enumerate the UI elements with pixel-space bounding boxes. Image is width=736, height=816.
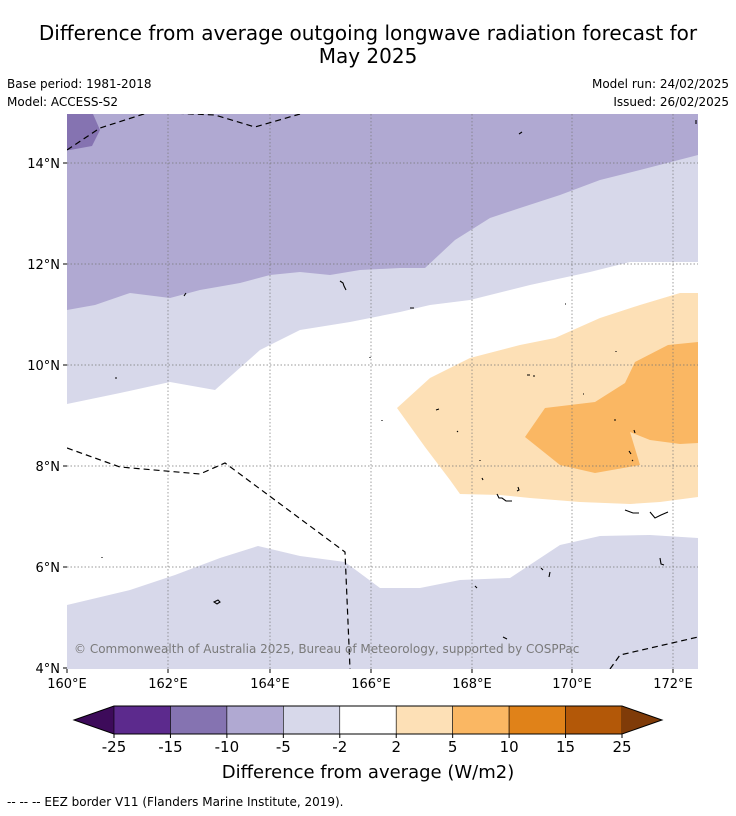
colorbar-tick-label: 15	[556, 738, 575, 756]
olr-band-purple-corner	[67, 114, 100, 150]
issued-date: Issued: 26/02/2025	[613, 95, 729, 109]
lat-label-14n: 14°N	[27, 157, 60, 172]
eez-footnote: -- -- -- EEZ border V11 (Flanders Marine…	[7, 795, 344, 809]
lat-label-4n: 4°N	[36, 662, 61, 677]
lon-label-166e: 166°E	[351, 677, 391, 692]
lat-label-12n: 12°N	[27, 258, 60, 273]
colorbar: -25 -15 -10 -5 -2 2 5 10 15 25 Difference from av…	[72, 705, 664, 783]
lat-label-6n: 6°N	[36, 561, 61, 576]
copyright-text: © Commonwealth of Australia 2025, Bureau…	[74, 642, 579, 656]
olr-anomaly-orange	[525, 342, 698, 473]
lon-label-162e: 162°E	[148, 677, 188, 692]
colorbar-bin	[113, 705, 171, 735]
model-run: Model run: 24/02/2025	[591, 77, 729, 91]
olr-band-light-lavender-south	[67, 535, 698, 669]
colorbar-tick-label: -2	[332, 738, 347, 756]
graticule	[67, 114, 698, 669]
lon-label-168e: 168°E	[452, 677, 492, 692]
lon-label-164e: 164°E	[250, 677, 290, 692]
colorbar-ticks: -25 -15 -10 -5 -2 2 5 10 15 25	[102, 734, 632, 756]
colorbar-tick-label: 10	[500, 738, 519, 756]
title-line-1: Difference from average outgoing longwav…	[38, 21, 698, 45]
colorbar-min-arrow	[74, 706, 114, 734]
colorbar-tick-label: -15	[158, 738, 183, 756]
colorbar-tick-label: -25	[102, 738, 127, 756]
islands	[101, 120, 697, 640]
colorbar-tick-label: 5	[448, 738, 458, 756]
colorbar-bin	[226, 705, 284, 735]
colorbar-bins	[113, 705, 623, 735]
lon-label-170e: 170°E	[552, 677, 592, 692]
lat-label-10n: 10°N	[27, 359, 60, 374]
colorbar-tick-label: -10	[215, 738, 240, 756]
colorbar-title: Difference from average (W/m2)	[222, 762, 514, 783]
lon-label-172e: 172°E	[653, 677, 693, 692]
base-period: Base period: 1981-2018	[7, 77, 152, 91]
colorbar-bin	[452, 705, 510, 735]
longitude-axis: 160°E 162°E 164°E 166°E 168°E 170°E 172°…	[47, 669, 693, 692]
colorbar-bin	[508, 705, 566, 735]
model-name: Model: ACCESS-S2	[7, 95, 119, 109]
meta-right: Model run: 24/02/2025 Issued: 26/02/2025	[592, 75, 729, 111]
colorbar-tick-label: 2	[391, 738, 401, 756]
colorbar-bin	[170, 705, 228, 735]
meta-left: Base period: 1981-2018 Model: ACCESS-S2	[7, 75, 152, 111]
colorbar-bin	[395, 705, 453, 735]
colorbar-tick-label: -5	[276, 738, 291, 756]
colorbar-bin	[565, 705, 623, 735]
lon-label-160e: 160°E	[47, 677, 87, 692]
colorbar-bin	[339, 705, 397, 735]
eez-borders	[67, 114, 698, 669]
lat-label-8n: 8°N	[36, 460, 61, 475]
colorbar-tick-label: 25	[612, 738, 631, 756]
title-line-2: May 2025	[318, 44, 418, 68]
colorbar-max-arrow	[622, 706, 662, 734]
latitude-axis: 14°N 12°N 10°N 8°N 6°N 4°N	[27, 157, 67, 677]
map-plot-area: © Commonwealth of Australia 2025, Bureau…	[67, 114, 698, 669]
map-title: Difference from average outgoing longwav…	[0, 22, 736, 68]
colorbar-bin	[283, 705, 341, 735]
